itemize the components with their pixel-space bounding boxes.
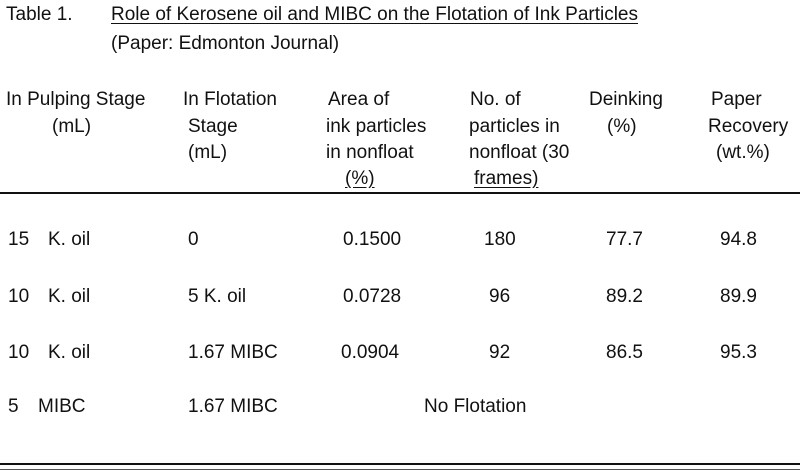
count-value: 180 bbox=[484, 229, 516, 250]
header-area-line3: in nonfloat bbox=[326, 142, 414, 163]
recovery-value: 94.8 bbox=[720, 229, 757, 250]
header-area-line1: Area of bbox=[328, 89, 390, 110]
header-flotation-line1: In Flotation bbox=[183, 89, 277, 110]
header-count-line2: particles in bbox=[469, 116, 560, 137]
recovery-value: 95.3 bbox=[720, 342, 757, 363]
deinking-value: 89.2 bbox=[606, 286, 643, 307]
flotation-dose: 5 K. oil bbox=[188, 286, 247, 307]
pulping-agent: K. oil bbox=[48, 286, 91, 307]
pulping-amount: 5 bbox=[8, 396, 19, 417]
header-count-line1: No. of bbox=[470, 89, 521, 110]
header-deinking-line2: (%) bbox=[607, 116, 637, 137]
pulping-agent: K. oil bbox=[48, 229, 91, 250]
header-recovery-line1: Paper bbox=[711, 89, 762, 110]
flotation-dose: 0 bbox=[188, 229, 199, 250]
header-area-line4: (%) bbox=[345, 168, 375, 189]
deinking-value: 86.5 bbox=[606, 342, 643, 363]
bottom-divider-thin bbox=[0, 469, 800, 470]
header-count-line4: frames) bbox=[474, 168, 539, 189]
pulping-agent: MIBC bbox=[38, 396, 86, 417]
header-area-line2: ink particles bbox=[326, 116, 427, 137]
header-recovery-line3: (wt.%) bbox=[716, 142, 770, 163]
header-deinking-line1: Deinking bbox=[589, 89, 663, 110]
pulping-agent: K. oil bbox=[48, 342, 91, 363]
header-divider bbox=[0, 192, 800, 194]
table-subtitle: (Paper: Edmonton Journal) bbox=[111, 33, 340, 54]
table-title: Role of Kerosene oil and MIBC on the Flo… bbox=[111, 4, 638, 25]
count-value: 96 bbox=[489, 286, 511, 307]
flotation-dose: 1.67 MIBC bbox=[188, 342, 278, 363]
header-pulping-line1: In Pulping Stage bbox=[6, 89, 146, 110]
header-recovery-line2: Recovery bbox=[708, 116, 789, 137]
row-note: No Flotation bbox=[424, 396, 527, 417]
area-value: 0.0904 bbox=[341, 342, 400, 363]
bottom-divider bbox=[0, 463, 800, 465]
area-value: 0.0728 bbox=[343, 286, 402, 307]
table-label: Table 1. bbox=[6, 4, 73, 25]
header-pulping-line2: (mL) bbox=[52, 116, 92, 137]
flotation-dose: 1.67 MIBC bbox=[188, 396, 278, 417]
count-value: 92 bbox=[489, 342, 511, 363]
recovery-value: 89.9 bbox=[720, 286, 757, 307]
pulping-amount: 10 bbox=[8, 342, 30, 363]
header-flotation-line3: (mL) bbox=[188, 142, 228, 163]
pulping-amount: 10 bbox=[8, 286, 30, 307]
header-flotation-line2: Stage bbox=[188, 116, 238, 137]
pulping-amount: 15 bbox=[8, 229, 30, 250]
area-value: 0.1500 bbox=[343, 229, 402, 250]
header-count-line3: nonfloat (30 bbox=[469, 142, 570, 163]
deinking-value: 77.7 bbox=[606, 229, 643, 250]
